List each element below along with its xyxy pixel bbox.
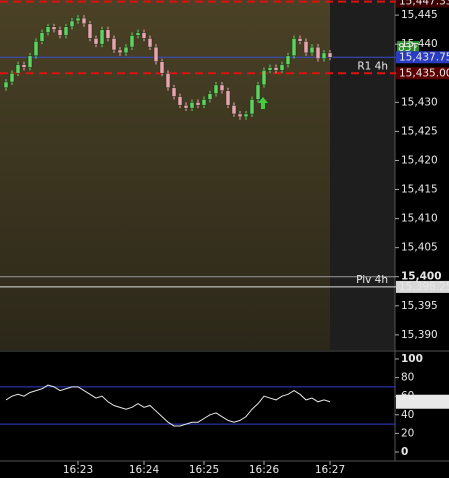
candle-body: [153, 46, 159, 62]
x-tick-label: 16:24: [129, 464, 160, 476]
candle-body: [33, 41, 39, 57]
candle-body: [189, 102, 195, 109]
candle-body: [267, 67, 273, 71]
candle-body: [129, 35, 135, 48]
candle-body: [249, 99, 255, 115]
candle-body: [99, 29, 105, 45]
candle-body: [201, 99, 207, 106]
candle-body: [165, 73, 171, 89]
candle-body: [231, 104, 237, 115]
candle-body: [309, 46, 315, 54]
candle-body: [9, 73, 15, 83]
candle-body: [69, 20, 75, 27]
level-name: R1 4h: [357, 60, 388, 72]
candle-body: [183, 104, 189, 109]
candle-body: [327, 52, 333, 58]
candle-body: [213, 84, 219, 94]
bar-period: 83T: [398, 42, 418, 54]
y-tick-label: 15,400: [401, 271, 442, 283]
level-box: [396, 280, 449, 293]
after-session: [330, 0, 395, 350]
candle-body: [15, 64, 21, 74]
candle-body: [243, 113, 249, 118]
y-tick-label: 15,430: [401, 96, 438, 108]
level-box: [396, 67, 449, 80]
candle-body: [291, 38, 297, 57]
y-tick-label: 80: [401, 372, 414, 384]
candle-body: [21, 64, 27, 68]
y-tick-label: 15,395: [401, 300, 438, 312]
candle-body: [303, 41, 309, 54]
candle-body: [117, 49, 123, 54]
level-box: [396, 51, 449, 64]
candle-body: [273, 67, 279, 71]
x-tick-label: 16:26: [249, 464, 280, 476]
level-label: 15,398.25: [399, 281, 449, 293]
y-tick-label: 40: [401, 409, 414, 421]
y-tick-label: 15,420: [401, 154, 438, 166]
candle-body: [321, 52, 327, 59]
candle-body: [147, 38, 153, 48]
y-tick-label: 15,425: [401, 125, 438, 137]
candle-body: [135, 32, 141, 36]
y-tick-label: 100: [401, 353, 423, 365]
y-tick-label: 15,410: [401, 213, 438, 225]
x-tick-label: 16:23: [63, 464, 93, 476]
level-name: Piv 4h: [356, 274, 388, 286]
candle-body: [105, 29, 111, 39]
candle-body: [93, 38, 99, 45]
candle-body: [225, 90, 231, 106]
x-tick-label: 16:25: [189, 464, 219, 476]
level-box: [396, 0, 449, 8]
candle-body: [57, 29, 63, 36]
candle-body: [279, 64, 285, 71]
signal-arrow: [258, 97, 268, 109]
candle-body: [261, 70, 267, 86]
candle-body: [207, 93, 213, 100]
candle-body: [45, 26, 51, 33]
y-tick-label: 15,390: [401, 329, 438, 341]
y-tick-label: 15,440: [401, 38, 438, 50]
candle-body: [63, 26, 69, 36]
y-tick-label: 20: [401, 427, 414, 439]
y-tick-label: 15,415: [401, 184, 438, 196]
candle-body: [27, 55, 33, 68]
value-box: [396, 394, 449, 409]
level-label: 15,437.75: [399, 51, 449, 63]
candle-body: [315, 46, 321, 59]
candle-body: [159, 61, 165, 74]
candle-body: [285, 55, 291, 65]
candle-body: [255, 84, 261, 100]
candle-body: [219, 84, 225, 91]
value-label: 54.032: [399, 396, 436, 408]
level-label: 15,435.00: [399, 67, 449, 79]
candle-body: [141, 32, 147, 39]
session-background: [0, 0, 330, 350]
candle-body: [297, 38, 303, 42]
level-label: 15,447.33: [399, 0, 449, 8]
candle-body: [39, 32, 45, 42]
candle-body: [123, 46, 129, 54]
candle-body: [177, 96, 183, 106]
y-tick-label: 15,405: [401, 242, 438, 254]
candle-body: [75, 17, 81, 22]
candle-body: [51, 26, 57, 30]
y-tick-label: 15,445: [401, 9, 438, 21]
candle-body: [87, 23, 93, 39]
x-tick-label: 16:27: [315, 464, 345, 476]
candle-body: [195, 102, 201, 106]
candle-body: [171, 87, 177, 97]
oscillator-line: [5, 384, 331, 427]
candle-body: [111, 38, 117, 51]
candle-body: [81, 17, 87, 25]
candle-body: [3, 81, 9, 89]
y-tick-label: 0: [401, 446, 408, 458]
candle-body: [237, 113, 243, 118]
